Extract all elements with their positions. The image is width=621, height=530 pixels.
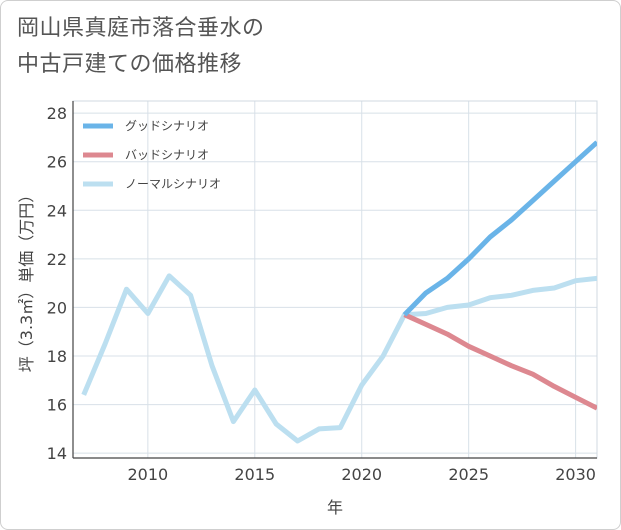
legend-label: バッドシナリオ	[125, 148, 209, 162]
y-tick-label: 24	[47, 201, 67, 220]
x-tick-label: 2025	[448, 465, 489, 484]
y-axis-title: 坪（3.3㎡）単価（万円）	[17, 187, 36, 372]
x-tick-label: 2030	[555, 465, 596, 484]
legend-label: ノーマルシナリオ	[125, 177, 221, 191]
y-tick-label: 14	[47, 444, 67, 463]
x-axis-title: 年	[327, 498, 343, 517]
chart-title-line-1: 岡山県真庭市落合垂水の	[17, 16, 265, 41]
x-tick-label: 2010	[127, 465, 168, 484]
y-tick-label: 16	[47, 396, 67, 415]
series-line-2	[81, 273, 597, 444]
y-tick-label: 28	[47, 104, 67, 123]
legend-label: グッドシナリオ	[125, 119, 209, 133]
y-tick-label: 18	[47, 347, 67, 366]
x-tick-label: 2020	[341, 465, 382, 484]
series-group	[81, 140, 597, 444]
y-tick-label: 26	[47, 153, 67, 172]
chart-title: 岡山県真庭市落合垂水の 中古戸建ての価格推移	[17, 11, 265, 83]
series-line-0	[402, 140, 597, 317]
x-tick-label: 2015	[234, 465, 275, 484]
series-line-1	[403, 312, 597, 411]
y-tick-label: 20	[47, 298, 67, 317]
chart-title-line-2: 中古戸建ての価格推移	[17, 52, 243, 77]
y-tick-label: 22	[47, 250, 67, 269]
